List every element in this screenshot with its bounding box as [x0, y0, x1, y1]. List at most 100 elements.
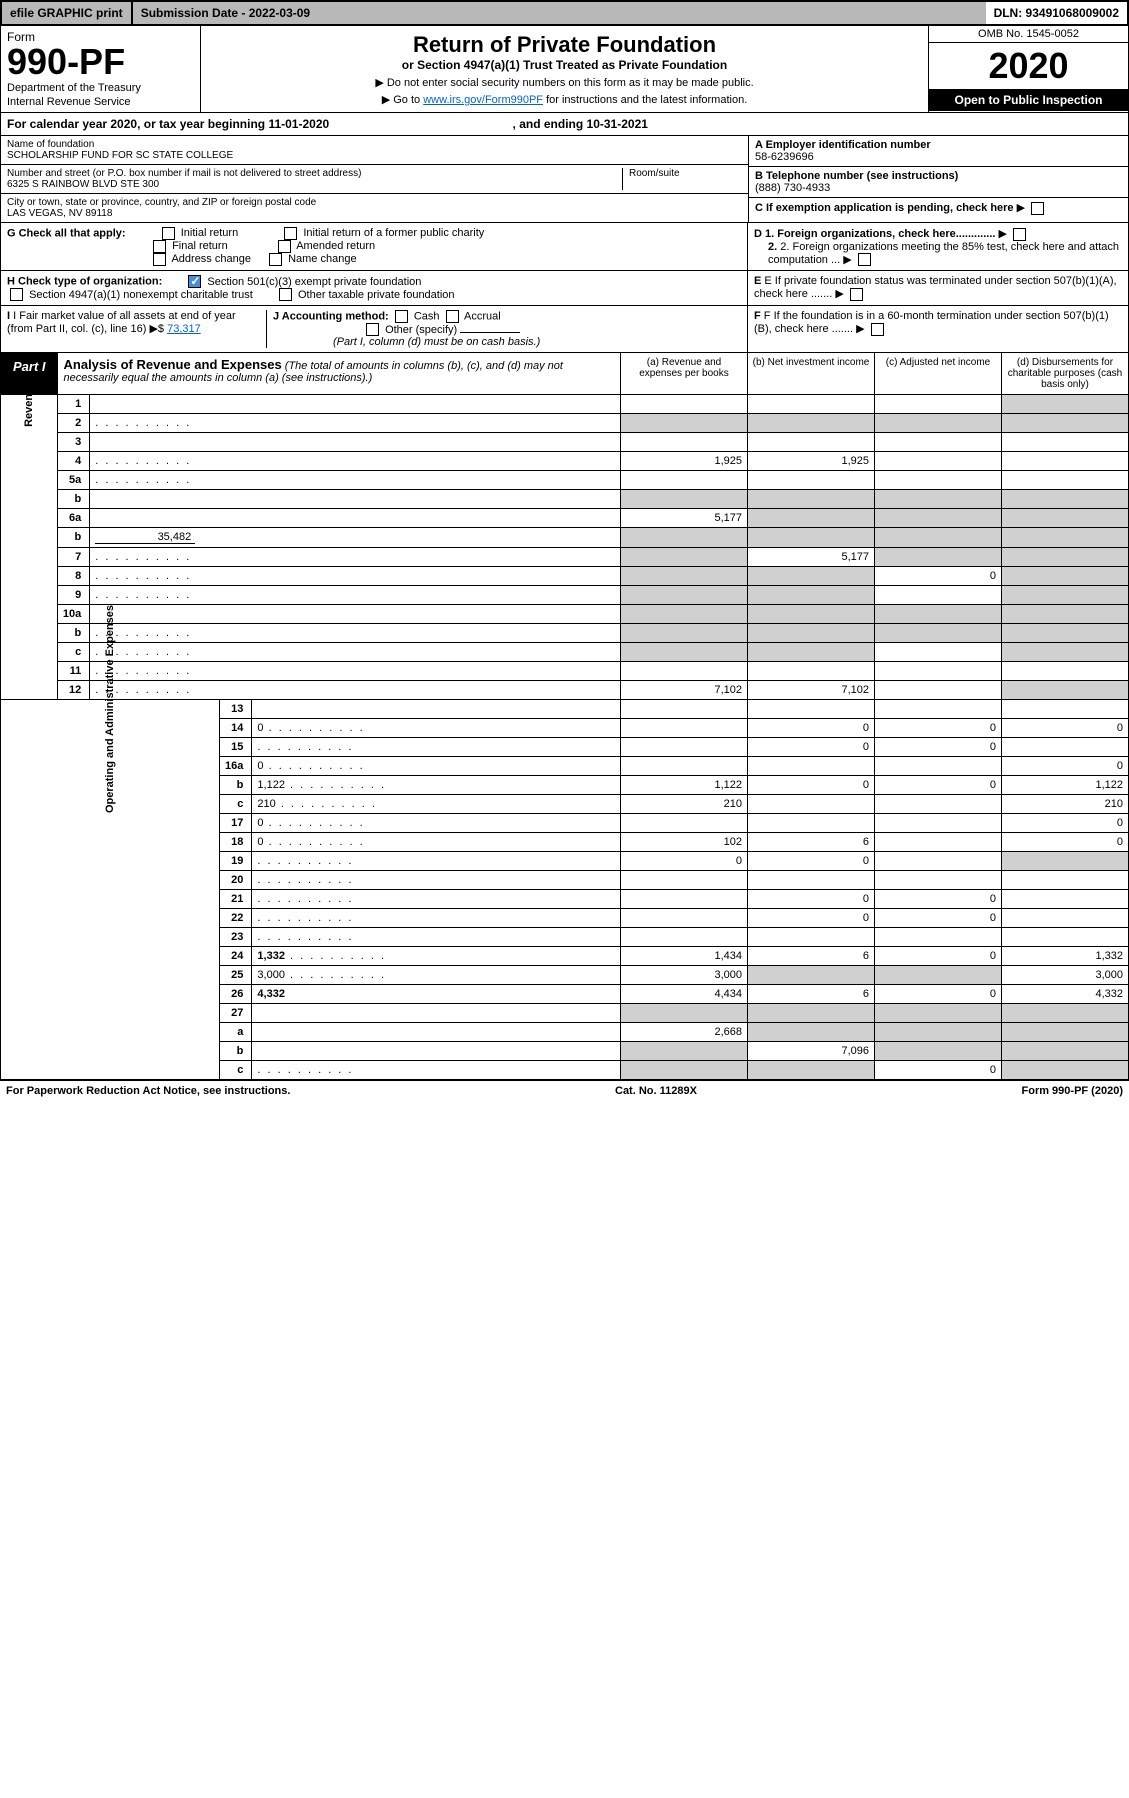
- amount-cell: [1002, 548, 1129, 567]
- c-checkbox[interactable]: [1031, 202, 1044, 215]
- amount-cell: 5,177: [748, 548, 875, 567]
- amount-cell: [875, 662, 1002, 681]
- amount-cell: [875, 966, 1002, 985]
- amount-cell: [748, 624, 875, 643]
- table-row: 3: [1, 433, 1129, 452]
- amount-cell: [621, 1004, 748, 1023]
- form990pf-link[interactable]: www.irs.gov/Form990PF: [423, 94, 543, 106]
- amount-cell: 210: [621, 795, 748, 814]
- h-501c3-checkbox[interactable]: [188, 275, 201, 288]
- j-cash-checkbox[interactable]: [395, 310, 408, 323]
- amount-cell: [875, 700, 1002, 719]
- amount-cell: 0: [1002, 757, 1129, 776]
- form-header: Form 990-PF Department of the Treasury I…: [0, 26, 1129, 113]
- amount-cell: [748, 1004, 875, 1023]
- amount-cell: [875, 1042, 1002, 1061]
- top-bar: efile GRAPHIC print Submission Date - 20…: [0, 0, 1129, 26]
- line-desc: 1,332: [252, 947, 621, 966]
- g-section: G Check all that apply: Initial return I…: [1, 223, 748, 270]
- amount-cell: [621, 757, 748, 776]
- g-initial-checkbox[interactable]: [162, 227, 175, 240]
- h-4947-checkbox[interactable]: [10, 288, 23, 301]
- d2-checkbox[interactable]: [858, 253, 871, 266]
- amount-cell: [1002, 586, 1129, 605]
- line-number: 22: [220, 909, 252, 928]
- amount-cell: [621, 548, 748, 567]
- line-desc: [252, 700, 621, 719]
- e-checkbox[interactable]: [850, 288, 863, 301]
- line-number: 27: [220, 1004, 252, 1023]
- amount-cell: [1002, 890, 1129, 909]
- amount-cell: [748, 605, 875, 624]
- g-name-checkbox[interactable]: [269, 253, 282, 266]
- amount-cell: [1002, 1042, 1129, 1061]
- g-initial-former-checkbox[interactable]: [284, 227, 297, 240]
- efile-print-button[interactable]: efile GRAPHIC print: [2, 2, 133, 24]
- part1-header: Part I Analysis of Revenue and Expenses …: [0, 353, 1129, 395]
- table-row: b 35,482: [1, 528, 1129, 548]
- form-subtitle: or Section 4947(a)(1) Trust Treated as P…: [207, 58, 922, 72]
- table-row: 80: [1, 567, 1129, 586]
- amount-cell: 0: [875, 890, 1002, 909]
- omb-number: OMB No. 1545-0052: [929, 26, 1128, 43]
- foundation-info: Name of foundation SCHOLARSHIP FUND FOR …: [0, 136, 1129, 223]
- j-other-checkbox[interactable]: [366, 323, 379, 336]
- amount-cell: 1,332: [1002, 947, 1129, 966]
- amount-cell: [748, 700, 875, 719]
- line-number: 18: [220, 833, 252, 852]
- line-desc: 3,000: [252, 966, 621, 985]
- amount-cell: 0: [748, 852, 875, 871]
- foundation-name: SCHOLARSHIP FUND FOR SC STATE COLLEGE: [7, 150, 742, 161]
- line-number: c: [220, 1061, 252, 1080]
- g-amended-checkbox[interactable]: [278, 240, 291, 253]
- col-b-header: (b) Net investment income: [747, 353, 874, 394]
- line-desc: [252, 1042, 621, 1061]
- amount-cell: [1002, 471, 1129, 490]
- line-desc: [252, 1061, 621, 1080]
- amount-cell: [875, 433, 1002, 452]
- g-final-checkbox[interactable]: [153, 240, 166, 253]
- dept-treasury: Department of the Treasury: [7, 82, 194, 94]
- h-other-checkbox[interactable]: [279, 288, 292, 301]
- line-number: 10a: [57, 605, 89, 624]
- amount-cell: 210: [1002, 795, 1129, 814]
- amount-cell: [875, 681, 1002, 700]
- amount-cell: [1002, 928, 1129, 947]
- line-desc: 0: [252, 719, 621, 738]
- amount-cell: [1002, 490, 1129, 509]
- ein-label: A Employer identification number: [755, 139, 1122, 151]
- line-desc: [90, 414, 621, 433]
- amount-cell: [621, 738, 748, 757]
- g-address-checkbox[interactable]: [153, 253, 166, 266]
- table-row: 2: [1, 414, 1129, 433]
- amount-cell: 1,925: [621, 452, 748, 471]
- line-number: 21: [220, 890, 252, 909]
- amount-cell: [1002, 700, 1129, 719]
- submission-date: Submission Date - 2022-03-09: [133, 2, 986, 24]
- line-desc: [90, 509, 621, 528]
- fmv-link[interactable]: 73,317: [167, 323, 201, 335]
- amount-cell: 0: [875, 719, 1002, 738]
- amount-cell: [1002, 1061, 1129, 1080]
- ssn-note: ▶ Do not enter social security numbers o…: [207, 76, 922, 89]
- dln: DLN: 93491068009002: [986, 2, 1127, 24]
- line-number: 7: [57, 548, 89, 567]
- amount-cell: [1002, 1004, 1129, 1023]
- amount-cell: [748, 966, 875, 985]
- amount-cell: 1,122: [621, 776, 748, 795]
- amount-cell: 0: [1002, 814, 1129, 833]
- line-desc: 0: [252, 814, 621, 833]
- amount-cell: [875, 586, 1002, 605]
- f-checkbox[interactable]: [871, 323, 884, 336]
- line-number: 20: [220, 871, 252, 890]
- amount-cell: [875, 795, 1002, 814]
- ein-value: 58-6239696: [755, 151, 1122, 163]
- line-number: b: [57, 528, 89, 548]
- paperwork-notice: For Paperwork Reduction Act Notice, see …: [6, 1085, 290, 1097]
- line-desc: [252, 852, 621, 871]
- j-accrual-checkbox[interactable]: [446, 310, 459, 323]
- amount-cell: [875, 1023, 1002, 1042]
- table-row: 6a5,177: [1, 509, 1129, 528]
- amount-cell: 5,177: [621, 509, 748, 528]
- d1-checkbox[interactable]: [1013, 228, 1026, 241]
